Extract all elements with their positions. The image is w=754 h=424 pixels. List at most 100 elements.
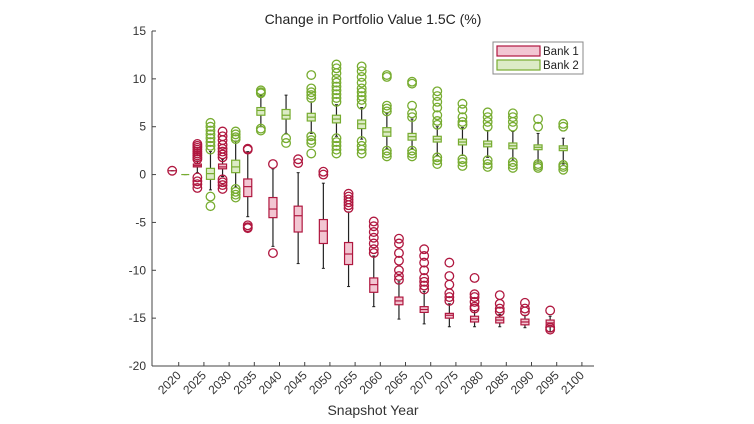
outlier-point [381,148,392,159]
outlier-point [444,257,455,268]
outlier-point [331,81,342,92]
outlier-point [331,144,342,155]
y-tick-label: 10 [133,72,147,86]
y-tick-label: 5 [139,120,146,134]
outlier-point [205,117,216,128]
outlier-point [217,174,228,185]
outlier-point [469,296,480,307]
outlier-point [407,112,418,123]
x-tick-label: 2020 [155,368,184,397]
outlier-point [469,292,480,303]
outlier-point [343,203,354,214]
outlier-point [217,177,228,188]
outlier-point [394,271,404,281]
outlier-point [217,183,228,194]
outlier-point [482,112,493,123]
box-2045 [293,154,304,265]
box-2045 [306,70,317,159]
outlier-point [482,161,493,172]
outlier-point [192,179,203,190]
box-2035 [242,143,253,234]
outlier-point [394,238,404,249]
outlier-point [507,112,518,123]
outlier-point [306,70,317,80]
outlier-point [394,233,404,244]
outlier-point [331,59,342,70]
outlier-point [558,121,569,132]
outlier-point [255,125,266,136]
outlier-point [533,114,544,125]
outlier-point [230,186,241,197]
outlier-point [432,96,443,107]
outlier-point [356,83,367,94]
box [281,108,291,120]
outlier-point [381,145,392,156]
box-2035 [255,85,266,136]
outlier-point [205,137,216,147]
outlier-point [394,248,404,259]
box [243,178,253,198]
outlier-point [368,221,379,232]
box-2040 [268,159,278,259]
outlier-point [507,160,518,170]
outlier-point [457,157,468,168]
box [256,106,266,116]
outlier-point [432,155,443,166]
box-2060 [368,216,379,308]
y-tick-label: -15 [129,311,147,325]
outlier-point [394,255,404,266]
outlier-point [331,73,342,84]
x-tick-label: 2100 [558,368,587,397]
outlier-point [167,165,178,176]
outlier-point [331,140,342,151]
outlier-point [381,70,392,80]
x-tick-label: 2060 [357,368,386,397]
legend-swatch [496,59,541,71]
box-2070 [419,244,430,325]
outlier-point [331,63,342,74]
outlier-point [230,126,241,137]
x-tick-label: 2030 [205,368,234,397]
y-tick-label: -20 [129,359,147,373]
outlier-point [306,93,317,103]
outlier-point [457,104,468,115]
outlier-point [230,129,241,140]
x-tick-label: 2035 [231,368,260,397]
outlier-point [419,265,430,276]
outlier-point [444,288,455,299]
outlier-point [432,119,443,130]
outlier-point [205,121,216,132]
outlier-point [482,116,493,127]
outlier-point [318,166,329,177]
outlier-point [558,164,569,175]
box-2025 [205,117,216,212]
outlier-point [192,183,203,193]
outlier-point [293,154,304,165]
outlier-point [558,161,569,172]
box-2080 [469,272,480,328]
outlier-point [306,135,317,146]
outlier-point [205,191,216,202]
legend: Bank 1 Bank 2 [492,41,584,75]
outlier-point [356,144,367,155]
outlier-point [306,138,317,148]
outlier-point [217,149,228,160]
outlier-point [507,162,518,173]
box [293,205,303,233]
x-tick-label: 2080 [457,368,486,397]
outlier-point [331,77,342,88]
outlier-point [242,223,253,234]
outlier-point [432,110,443,121]
outlier-point [368,244,379,255]
y-tick-label: -10 [129,263,147,277]
outlier-point [533,121,544,132]
outlier-point [457,112,468,123]
outlier-point [419,244,430,255]
outlier-point [432,159,443,169]
box-2050 [318,166,329,269]
outlier-point [356,66,367,77]
outlier-point [507,121,518,132]
outlier-point [356,140,367,151]
outlier-point [318,169,329,180]
outlier-point [432,102,443,113]
